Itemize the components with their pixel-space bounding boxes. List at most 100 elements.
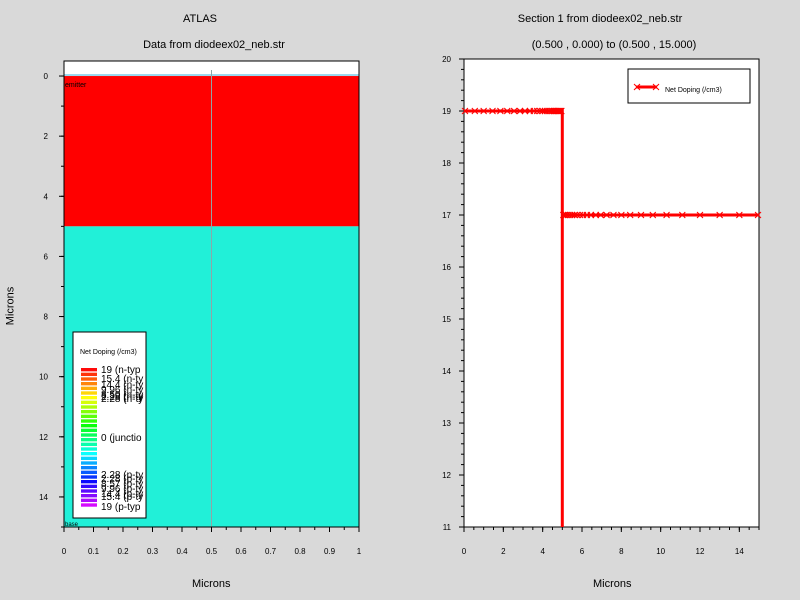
legend-entry-label: 2.28 (n-ty <box>101 392 143 403</box>
legend-swatch <box>81 372 97 377</box>
legend-swatch <box>81 377 97 381</box>
data-point-marker <box>754 211 762 219</box>
x-tick-label: 0 <box>462 547 467 556</box>
legend-swatch <box>81 447 97 451</box>
data-point-marker <box>716 211 724 219</box>
legend-entry-label: 2.28 (p-ty <box>101 470 143 481</box>
y-tick-label: 14 <box>39 493 48 502</box>
data-point-marker <box>555 107 562 115</box>
data-point-marker <box>489 107 496 115</box>
legend-swatch <box>81 475 97 479</box>
legend-swatch <box>81 452 97 456</box>
right-plot-title: Section 1 from diodeex02_neb.str <box>517 13 683 25</box>
y-tick-label: 6 <box>44 252 49 261</box>
legend-entry-label: 9.96 (n-ty <box>101 385 143 396</box>
region-label-emitter: emitter <box>65 82 87 89</box>
data-point-marker <box>510 107 518 115</box>
y-tick-label: 8 <box>44 313 49 322</box>
legend-swatch <box>81 368 97 372</box>
x-tick-label: 12 <box>696 547 705 556</box>
y-tick-label: 0 <box>44 72 49 81</box>
data-point-marker <box>696 211 704 219</box>
legend-swatch <box>81 419 97 423</box>
data-point-marker <box>735 211 743 219</box>
data-point-marker <box>592 211 600 219</box>
x-tick-label: 0.9 <box>324 547 336 556</box>
legend-entry-label: 0 (junctio <box>101 433 142 444</box>
x-tick-label: 0.3 <box>147 547 159 556</box>
legend-entry-label: 8.57 (p-ty <box>101 479 143 490</box>
data-point-marker <box>556 107 563 115</box>
legend-swatch <box>81 396 97 400</box>
legend-entry-label: 9.96 (p-ty <box>101 484 143 495</box>
legend-entry-label: 19 (n-typ <box>101 365 141 376</box>
legend-swatch <box>81 382 97 386</box>
y-tick-label: 4 <box>44 192 49 201</box>
y-tick-label: 20 <box>442 55 451 64</box>
data-point-marker <box>587 211 595 219</box>
data-point-marker <box>603 211 610 219</box>
legend-swatch <box>81 494 97 498</box>
x-tick-label: 6 <box>580 547 585 556</box>
legend-swatch <box>81 386 97 391</box>
legend-swatch <box>81 400 97 405</box>
legend-entry-label: 2.28 (p-ty <box>101 474 143 485</box>
x-tick-label: 0.5 <box>206 547 218 556</box>
data-point-marker <box>533 107 541 115</box>
legend-swatch <box>81 442 97 447</box>
legend-swatch <box>81 456 97 461</box>
legend-swatch <box>81 480 97 484</box>
data-point-marker <box>480 107 488 115</box>
y-tick-label: 13 <box>442 419 451 428</box>
x-tick-label: 0.7 <box>265 547 277 556</box>
region-label-base: base <box>65 522 79 528</box>
x-tick-label: 0 <box>62 547 67 556</box>
legend-swatch <box>81 466 97 470</box>
data-point-marker <box>471 107 479 115</box>
y-tick-label: 19 <box>442 107 451 116</box>
left-plot-subtitle: Data from diodeex02_neb.str <box>143 39 285 51</box>
x-tick-label: 0.8 <box>294 547 306 556</box>
plot-frame <box>463 58 760 528</box>
x-tick-label: 0.1 <box>88 547 100 556</box>
x-tick-label: 0.6 <box>235 547 247 556</box>
data-point-marker <box>571 211 578 219</box>
y-tick-label: 2 <box>44 132 49 141</box>
x-tick-label: 0.2 <box>117 547 129 556</box>
legend-entry-label: 14.4 (n-ty <box>101 380 143 391</box>
x-tick-label: 14 <box>735 547 744 556</box>
y-tick-label: 10 <box>39 373 48 382</box>
legend-swatch <box>81 438 97 442</box>
x-tick-label: 0.4 <box>176 547 188 556</box>
legend-entry-label: 19 (p-typ <box>101 502 141 513</box>
right-plot-subtitle: (0.500 , 0.000) to (0.500 , 15.000) <box>531 39 697 51</box>
data-point-marker <box>521 107 529 115</box>
legend-swatch <box>81 410 97 414</box>
legend-entry-label: 2.28 (n-ty <box>101 394 143 405</box>
legend-swatch <box>81 405 97 409</box>
y-tick-label: 14 <box>442 367 451 376</box>
x-tick-label: 10 <box>656 547 665 556</box>
series-legend-markers <box>633 83 660 91</box>
legend-swatch <box>81 433 97 437</box>
legend-entry-label: 14.4 (p-ty <box>101 489 143 500</box>
legend-swatch <box>81 484 97 489</box>
data-point-marker <box>617 211 625 219</box>
legend-swatch <box>81 489 97 493</box>
right-plot-area: 0 2 4 6 8 10 12 14 11 12 13 14 15 16 17 18 19 20 Net Dopin… <box>442 55 762 556</box>
data-point-marker <box>626 211 634 219</box>
doping-legend-title: Net Doping (/cm3) <box>80 349 137 356</box>
y-tick-label: 12 <box>442 471 451 480</box>
data-point-marker <box>573 211 581 219</box>
y-tick-label: 17 <box>442 211 451 220</box>
legend-swatch <box>81 424 97 428</box>
y-tick-label: 12 <box>39 433 48 442</box>
x-tick-label: 1 <box>357 547 362 556</box>
data-point-marker <box>568 211 576 219</box>
right-plot-xlabel: Microns <box>593 578 632 590</box>
left-plot-title: ATLAS <box>182 13 218 25</box>
y-tick-label: 16 <box>442 263 451 272</box>
data-point-marker <box>503 107 511 115</box>
legend-swatch <box>81 503 97 507</box>
